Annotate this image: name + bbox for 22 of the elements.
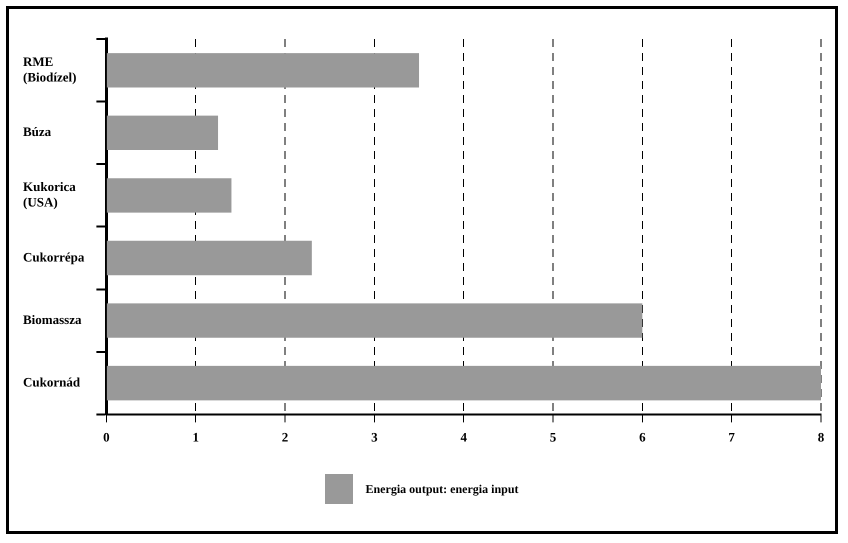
- bar: [106, 240, 312, 276]
- x-tick-label: 5: [550, 430, 557, 445]
- x-tick-label: 7: [728, 430, 736, 445]
- bar: [106, 116, 218, 150]
- bar: [106, 53, 420, 88]
- x-tick-label: 6: [639, 430, 646, 445]
- bar: [106, 303, 642, 338]
- y-tick-label: Kukorica (USA): [23, 178, 76, 210]
- bar: [106, 178, 232, 213]
- x-tick-label: 1: [192, 430, 199, 445]
- x-tick-label: 8: [818, 430, 825, 445]
- bar: [106, 366, 821, 400]
- y-tick-label: Cukorrépa: [23, 249, 85, 264]
- y-tick-label: Biomassza: [23, 312, 82, 327]
- y-tick-label: RME (Biodízel): [23, 54, 76, 84]
- x-tick-label: 3: [371, 430, 378, 445]
- x-tick-label: 2: [282, 430, 288, 445]
- text: Energia output: energia input: [365, 482, 518, 496]
- x-tick-label: 4: [460, 430, 468, 445]
- y-tick-label: Cukornád: [23, 374, 81, 390]
- y-tick-label: Búza: [23, 124, 52, 140]
- x-tick-label: 0: [103, 430, 110, 445]
